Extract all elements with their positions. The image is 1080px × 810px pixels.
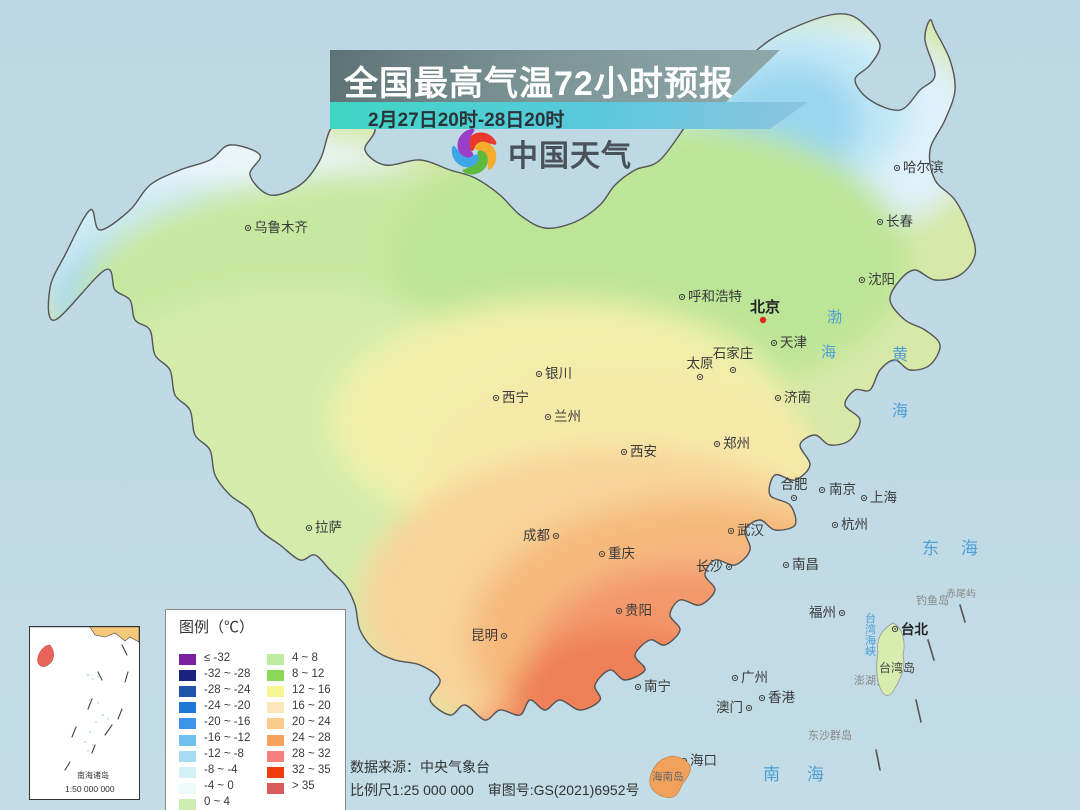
svg-text:南海诸岛: 南海诸岛	[77, 770, 109, 780]
svg-text:1:50 000 000: 1:50 000 000	[65, 784, 115, 794]
